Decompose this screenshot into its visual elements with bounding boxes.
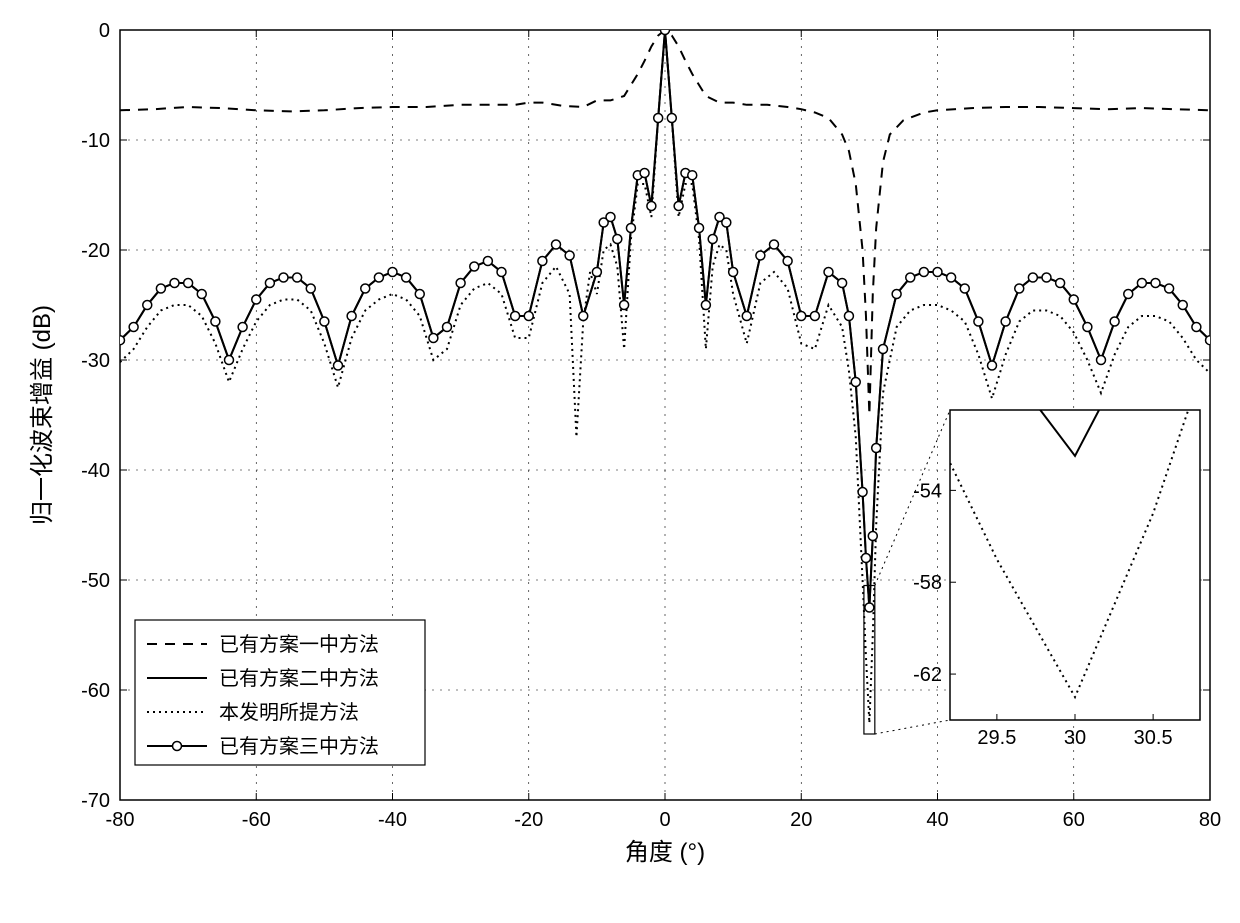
legend-label: 已有方案三中方法 (219, 735, 379, 758)
legend-label: 已有方案二中方法 (219, 667, 379, 690)
x-tick-label: 40 (926, 809, 948, 831)
legend-label: 已有方案一中方法 (219, 633, 379, 656)
inset-y-tick-label: -58 (913, 572, 942, 594)
x-tick-label: -20 (514, 809, 543, 831)
x-tick-label: 0 (659, 809, 670, 831)
legend-label: 本发明所提方法 (219, 701, 359, 724)
inset-y-tick-label: -62 (913, 664, 942, 686)
zoom-connector (875, 720, 950, 734)
x-axis-label: 角度 (°) (625, 839, 705, 866)
y-tick-label: 0 (99, 20, 110, 42)
x-tick-label: -80 (106, 809, 135, 831)
chart-svg: -80 -60 -40 -20 0 20 40 60 80 -70 -60 -50 -40 -30 -20 -… (0, 0, 1240, 923)
x-tick-label: -60 (242, 809, 271, 831)
inset-x-tick-label: 29.5 (977, 727, 1016, 749)
y-tick-label: -40 (81, 460, 110, 482)
inset-x-tick-label: 30.5 (1134, 727, 1173, 749)
inset-x-tick-label: 30 (1064, 727, 1086, 749)
y-tick-label: -10 (81, 130, 110, 152)
x-tick-label: 60 (1063, 809, 1085, 831)
y-tick-label: -30 (81, 350, 110, 372)
y-tick-label: -70 (81, 790, 110, 812)
inset-y-tick-label: -54 (913, 480, 942, 502)
x-tick-label: 80 (1199, 809, 1221, 831)
y-tick-label: -60 (81, 680, 110, 702)
y-tick-label: -20 (81, 240, 110, 262)
x-tick-label: -40 (378, 809, 407, 831)
y-axis-label: 归一化波束增益 (dB) (29, 305, 56, 525)
x-tick-label: 20 (790, 809, 812, 831)
y-tick-label: -50 (81, 570, 110, 592)
beam-pattern-chart: -80 -60 -40 -20 0 20 40 60 80 -70 -60 -50 -40 -30 -20 -… (0, 0, 1240, 923)
legend-marker (173, 742, 182, 751)
